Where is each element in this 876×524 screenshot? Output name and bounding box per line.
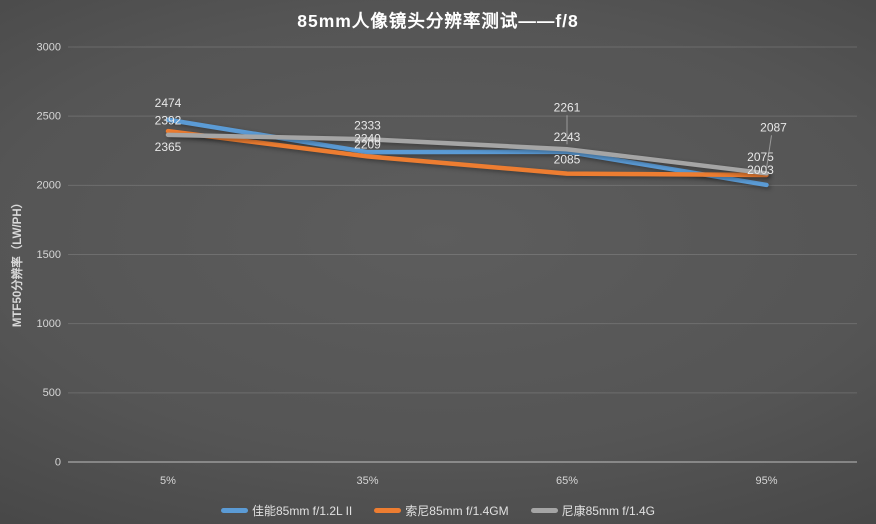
y-tick-label: 2500	[37, 111, 61, 123]
data-label: 2474	[155, 96, 182, 110]
series-line-2[interactable]	[165, 132, 769, 176]
y-tick-label: 500	[43, 387, 61, 399]
x-tick-label: 95%	[755, 475, 777, 487]
y-tick-label: 3000	[37, 41, 61, 53]
legend-line-marker-blue-icon	[221, 507, 248, 513]
x-tick-label: 65%	[556, 475, 578, 487]
legend-label: 尼康85mm f/1.4G	[561, 503, 655, 518]
data-label: 2087	[760, 120, 787, 134]
data-label: 2365	[155, 140, 182, 154]
y-tick-label: 1500	[37, 249, 61, 261]
legend-line-marker-gray-icon	[530, 507, 558, 513]
label-leader-line	[766, 135, 772, 169]
chart-title: 85mm人像镜头分辨率测试——f/8	[297, 11, 579, 31]
legend-item-canon[interactable]: 佳能85mm f/1.2L II	[221, 502, 352, 519]
data-label: 2003	[747, 163, 774, 177]
legend-line-marker-orange-icon	[374, 507, 402, 513]
y-tick-label: 2000	[37, 180, 61, 192]
data-label: 2261	[554, 100, 581, 114]
legend: 佳能85mm f/1.2L II 索尼85mm f/1.4GM 尼康85mm f…	[0, 500, 876, 520]
series-line-1[interactable]	[165, 128, 769, 178]
legend-item-sony[interactable]: 索尼85mm f/1.4GM	[374, 502, 509, 519]
data-label: 2085	[554, 153, 581, 167]
data-label: 2209	[354, 138, 381, 152]
y-tick-label: 1000	[37, 318, 61, 330]
legend-label: 佳能85mm f/1.2L II	[252, 503, 353, 518]
data-label: 2240	[354, 131, 381, 145]
x-tick-label: 5%	[160, 475, 176, 487]
legend-label: 索尼85mm f/1.4GM	[405, 503, 509, 518]
legend-item-nikon[interactable]: 尼康85mm f/1.4G	[530, 502, 655, 519]
y-tick-label: 0	[55, 456, 61, 468]
data-label: 2333	[354, 118, 381, 132]
x-tick-label: 35%	[356, 475, 378, 487]
data-label: 2392	[155, 113, 182, 127]
data-label: 2075	[747, 150, 774, 164]
